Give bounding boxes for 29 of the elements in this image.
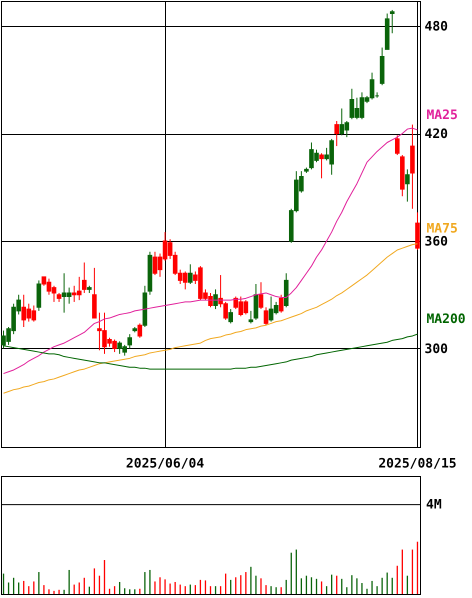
y-tick-label: 480 — [424, 20, 448, 35]
candlestick — [254, 284, 258, 320]
candlestick — [82, 262, 87, 294]
candlestick — [319, 152, 324, 179]
line-series — [3, 128, 418, 374]
candlestick — [390, 9, 395, 34]
y-tick-label: 300 — [424, 342, 448, 357]
candlestick — [188, 264, 193, 285]
candlestick — [278, 294, 284, 314]
series-label: MA200 — [426, 312, 466, 328]
series-label: MA25 — [426, 108, 458, 123]
candlestick — [138, 322, 142, 338]
candlestick — [394, 134, 400, 156]
candlestick — [127, 334, 132, 349]
candlestick — [36, 280, 42, 312]
candlestick — [213, 288, 218, 310]
series-label: MA75 — [426, 222, 458, 237]
candlestick — [258, 282, 264, 310]
x-tick-label: 2025/06/04 — [126, 456, 204, 472]
candlestick — [92, 267, 97, 319]
y-tick-label: 420 — [424, 127, 448, 142]
candlestick — [264, 306, 268, 326]
candlestick — [228, 308, 233, 324]
candlestick — [248, 310, 254, 324]
candlestick — [405, 168, 410, 202]
y-tick-label: 360 — [424, 234, 448, 250]
candlestick — [334, 120, 340, 147]
ref-line-label: 4M — [426, 498, 442, 513]
x-tick-label: 2025/08/15 — [378, 456, 457, 472]
